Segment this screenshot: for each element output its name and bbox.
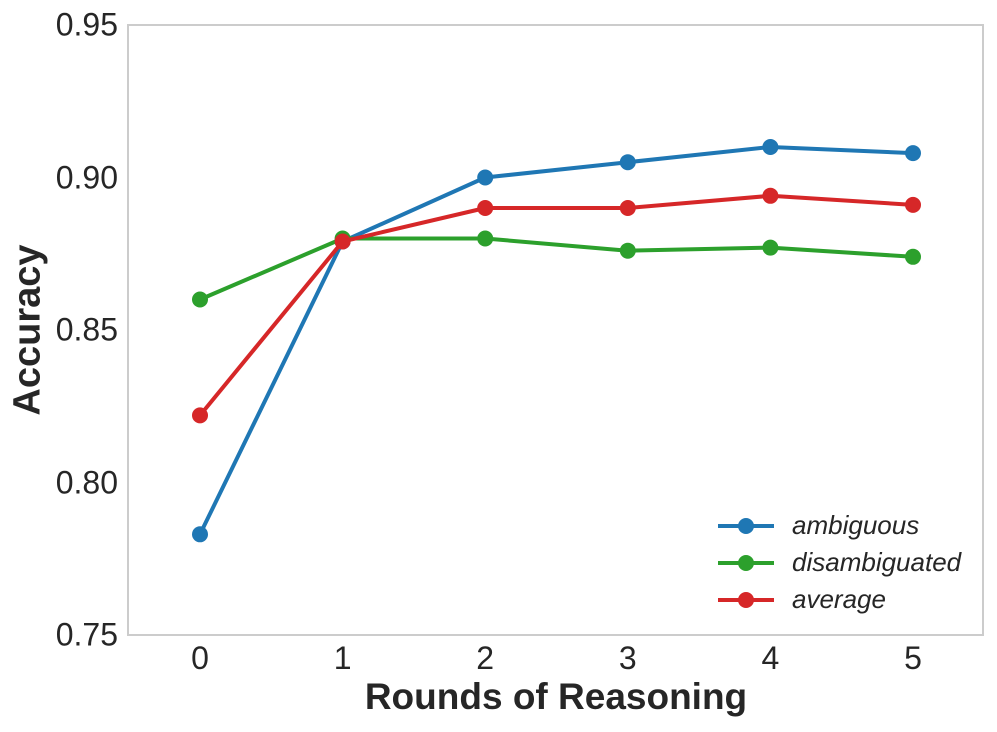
x-tick-label-3: 3 [618,640,637,676]
y-tick-label-0.95: 0.95 [55,6,118,43]
marker-disambiguated-0 [192,291,208,308]
x-tick-label-1: 1 [333,640,352,676]
legend-label-ambiguous: ambiguous [792,510,920,540]
series-line-ambiguous [198,145,915,537]
marker-ambiguous-2 [477,169,494,186]
legend-item-disambiguated: disambiguated [716,544,961,581]
y-axis-title: Accuracy [6,244,49,416]
series-line-disambiguated [198,236,915,302]
legend-dot-average [738,591,754,608]
legend-dot-ambiguous [738,517,754,534]
marker-disambiguated-3 [619,242,636,259]
legend-marker-icon-disambiguated [718,554,774,571]
y-tick-label-0.90: 0.90 [55,158,118,195]
series-line-average [198,193,915,418]
legend-marker-icon-average [718,591,774,608]
marker-average-2 [477,200,494,216]
legend-label-disambiguated: disambiguated [792,547,962,577]
marker-average-3 [619,200,636,216]
legend-dot-disambiguated [738,554,754,571]
legend-label-average: average [792,584,886,614]
marker-ambiguous-0 [192,526,208,543]
legend: ambiguous disambiguated average [716,507,961,618]
y-tick-label-0.75: 0.75 [55,616,118,653]
marker-ambiguous-3 [619,154,636,171]
marker-average-0 [192,407,208,424]
x-tick-label-4: 4 [761,640,780,676]
legend-item-average: average [716,581,961,618]
marker-average-5 [905,196,921,213]
marker-disambiguated-4 [762,239,779,256]
marker-disambiguated-2 [477,230,494,247]
marker-average-4 [762,187,779,204]
x-tick-label-0: 0 [191,640,209,676]
legend-marker-icon-ambiguous [718,517,774,534]
axes-spines [127,24,984,636]
marker-ambiguous-4 [762,139,779,155]
x-axis-title: Rounds of Reasoning [364,676,748,717]
x-tick-label-5: 5 [904,640,922,676]
marker-ambiguous-5 [905,145,921,162]
y-tick-label-0.80: 0.80 [55,463,118,500]
y-tick-label-0.85: 0.85 [55,311,118,348]
legend-item-ambiguous: ambiguous [716,507,961,544]
x-tick-label-2: 2 [476,640,495,676]
marker-disambiguated-5 [905,248,921,265]
marker-average-1 [334,233,351,250]
